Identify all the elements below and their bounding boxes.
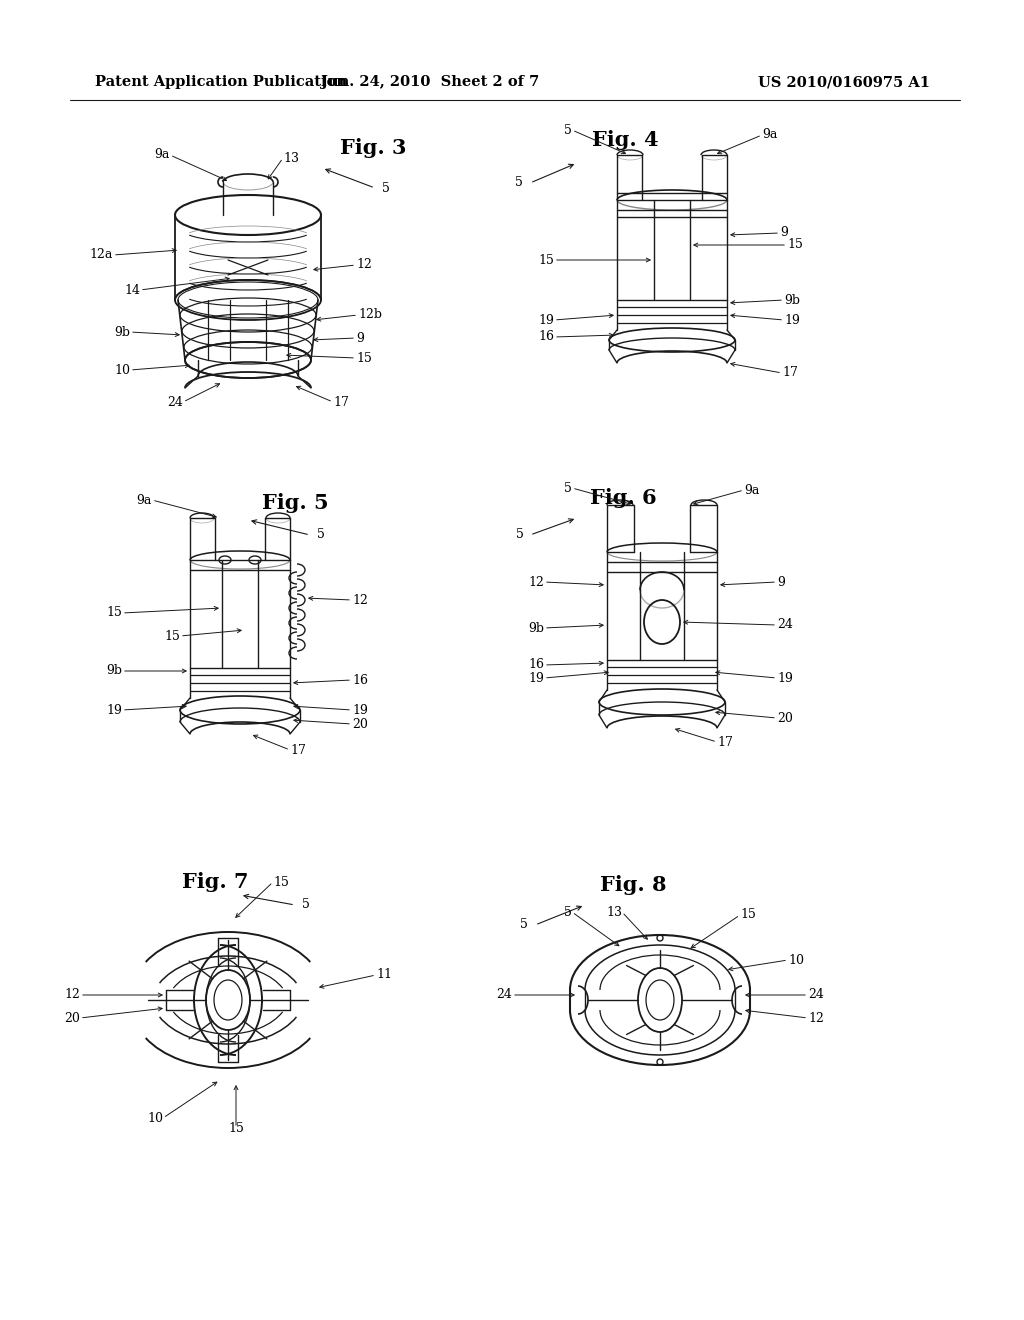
Text: 19: 19 (528, 672, 544, 685)
Text: 10: 10 (788, 953, 804, 966)
Text: 17: 17 (333, 396, 349, 408)
Text: 15: 15 (228, 1122, 244, 1134)
Text: 17: 17 (717, 735, 733, 748)
Text: 10: 10 (114, 363, 130, 376)
Text: 5: 5 (317, 528, 325, 541)
Text: 5: 5 (302, 899, 310, 912)
Text: US 2010/0160975 A1: US 2010/0160975 A1 (758, 75, 930, 88)
Text: 12: 12 (65, 989, 80, 1002)
Text: 20: 20 (65, 1011, 80, 1024)
Text: 17: 17 (290, 743, 306, 756)
Text: 15: 15 (740, 908, 756, 921)
Text: Patent Application Publication: Patent Application Publication (95, 75, 347, 88)
Text: 9: 9 (777, 576, 784, 589)
Text: 10: 10 (147, 1111, 163, 1125)
Text: 15: 15 (356, 351, 372, 364)
Text: 24: 24 (496, 989, 512, 1002)
Text: 24: 24 (777, 619, 793, 631)
Text: 15: 15 (787, 239, 803, 252)
Text: 15: 15 (164, 630, 180, 643)
Text: 13: 13 (606, 906, 622, 919)
Text: 12: 12 (528, 576, 544, 589)
Text: 19: 19 (777, 672, 793, 685)
Text: 5: 5 (520, 919, 528, 932)
Text: Fig. 3: Fig. 3 (340, 139, 407, 158)
Text: Fig. 6: Fig. 6 (590, 488, 656, 508)
Text: 14: 14 (124, 284, 140, 297)
Text: 9a: 9a (744, 483, 760, 496)
Text: 15: 15 (539, 253, 554, 267)
Text: 17: 17 (782, 367, 798, 380)
Text: 5: 5 (564, 906, 572, 919)
Text: 16: 16 (352, 673, 368, 686)
Text: 19: 19 (539, 314, 554, 326)
Text: 15: 15 (106, 606, 122, 619)
Text: 20: 20 (352, 718, 368, 730)
Text: 9a: 9a (762, 128, 777, 141)
Text: 20: 20 (777, 711, 793, 725)
Text: 24: 24 (808, 989, 824, 1002)
Text: 5: 5 (516, 528, 524, 541)
Text: 12: 12 (356, 259, 372, 272)
Text: 9b: 9b (528, 622, 544, 635)
Text: Fig. 8: Fig. 8 (600, 875, 667, 895)
Text: 12b: 12b (358, 309, 382, 322)
Text: 19: 19 (106, 704, 122, 717)
Text: 11: 11 (376, 969, 392, 982)
Text: 9: 9 (780, 227, 787, 239)
Text: 19: 19 (784, 314, 800, 326)
Text: 9b: 9b (114, 326, 130, 338)
Text: 12: 12 (808, 1011, 824, 1024)
Text: 24: 24 (167, 396, 183, 408)
Text: 5: 5 (564, 482, 572, 495)
Text: Fig. 5: Fig. 5 (262, 492, 329, 513)
Text: Fig. 7: Fig. 7 (182, 873, 249, 892)
Text: 9: 9 (356, 331, 364, 345)
Text: 5: 5 (564, 124, 572, 136)
Text: 5: 5 (382, 181, 390, 194)
Text: 9a: 9a (136, 494, 152, 507)
Text: Jun. 24, 2010  Sheet 2 of 7: Jun. 24, 2010 Sheet 2 of 7 (321, 75, 539, 88)
Text: 13: 13 (283, 152, 299, 165)
Text: 15: 15 (273, 875, 289, 888)
Text: 9b: 9b (106, 664, 122, 677)
Text: 9a: 9a (155, 149, 170, 161)
Text: 5: 5 (515, 177, 523, 190)
Text: 16: 16 (538, 330, 554, 343)
Text: 19: 19 (352, 704, 368, 717)
Text: Fig. 4: Fig. 4 (592, 129, 658, 150)
Text: 9b: 9b (784, 293, 800, 306)
Text: 16: 16 (528, 659, 544, 672)
Text: 12: 12 (352, 594, 368, 606)
Text: 12a: 12a (90, 248, 113, 261)
